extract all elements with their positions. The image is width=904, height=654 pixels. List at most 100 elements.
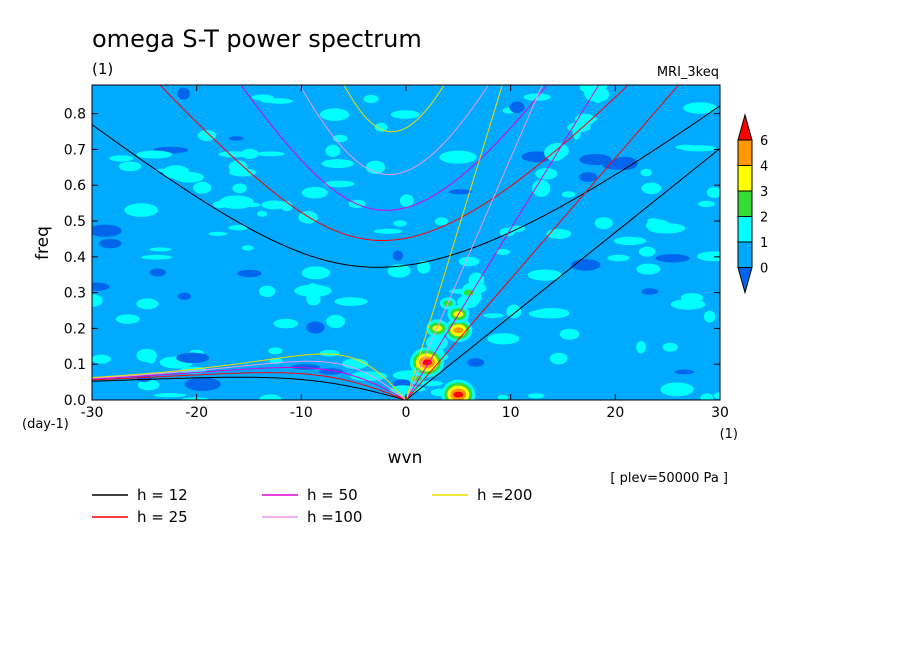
noise-blob [487,333,520,345]
colorbar-label: 0 [760,262,768,277]
noise-blob [321,159,354,169]
noise-blob [184,377,221,392]
noise-blob [268,347,283,355]
noise-blob [261,200,287,210]
noise-blob [662,342,678,352]
y-unit-label: (day-1) [22,417,69,432]
colorbar-label: 3 [760,185,768,200]
noise-blob [257,210,268,217]
noise-blob [439,150,477,164]
noise-blob [241,148,259,159]
noise-blob [218,151,248,158]
noise-blob [638,246,656,257]
noise-blob [698,200,715,208]
noise-blob [645,219,671,232]
chart-title: omega S-T power spectrum [92,25,422,53]
noise-blob [579,172,598,182]
colorbar-label: 6 [760,134,768,149]
x-axis-label: wvn [388,448,423,468]
noise-blob [193,181,212,194]
y-tick-label: 0.6 [64,178,86,194]
legend-label: h = 25 [137,508,188,526]
kelvin-curve-h50 [405,85,600,400]
noise-blob [660,382,694,397]
noise-blob [458,256,480,267]
noise-blob [228,168,257,177]
hotspot-contours [408,275,485,400]
legend-label: h =200 [477,486,532,504]
colorbar-segment [737,139,753,166]
noise-blob [109,155,134,162]
noise-blob [527,393,545,399]
noise-blob [273,318,299,329]
noise-blob [613,236,647,245]
band-blob [640,2,662,8]
noise-blob [641,288,659,295]
noise-blob [246,202,261,207]
noise-blob [393,220,407,227]
noise-blob [325,144,341,157]
noise-blob [115,314,140,324]
band-blob [575,115,598,123]
x-tick-label: 30 [711,405,729,421]
noise-blob [163,165,190,179]
noise-blob [118,161,142,172]
colorbar-label: 4 [760,160,768,175]
colorbar-segment [737,190,753,217]
y-tick-label: 0.0 [64,393,86,409]
hotspot-contour [411,375,422,382]
y-tick-label: 0.8 [64,107,86,123]
y-tick-label: 0.2 [64,321,86,337]
noise-blob [434,217,449,226]
noise-blob [703,310,716,323]
band-blob [499,227,515,237]
noise-blob [92,224,122,237]
colorbar-segment [737,165,753,192]
noise-blob [392,250,403,261]
noise-blob [390,110,420,119]
noise-blob [373,228,403,234]
colorbar-segment [737,216,753,243]
noise-blob [363,94,379,104]
noise-blob [417,260,431,274]
band-blob [495,248,511,255]
noise-blob [342,358,369,369]
dispersion-curves [92,85,720,400]
noise-blob [527,269,562,281]
kelvin-curve-h200 [405,85,503,400]
noise-blob [700,393,714,400]
noise-blob [197,130,217,141]
noise-blob [640,168,652,177]
y-tick-label: 0.1 [64,357,86,373]
inertia-gravity-curve-h50 [240,85,548,211]
x-tick-label: 20 [606,405,624,421]
chart-subtitle-right: MRI_3keq [657,65,719,80]
noise-blob [306,321,325,334]
band-blob [633,20,649,29]
kelvin-curve-h25 [405,85,680,400]
noise-blob [251,94,274,101]
plot-area [92,2,720,400]
noise-blob [483,313,504,318]
band-blob [535,168,558,180]
noise-blob [141,254,173,260]
noise-blob [594,217,613,230]
band-blob [608,55,620,67]
x-axis-ticks: -30 -20 -10 0 10 20 30 [81,85,729,421]
band-blob [632,22,651,36]
y-axis-ticks: 0.0 0.1 0.2 0.3 0.4 0.5 0.6 0.7 0.8 [64,107,720,409]
noise-blob [674,369,695,375]
y-tick-label: 0.7 [64,142,86,158]
x-tick-label: 0 [402,405,411,421]
hotspot-contour [463,289,474,296]
rossby-curve-h100 [92,360,407,400]
noise-blob [579,154,612,165]
noise-blob [301,266,331,280]
noise-blob [228,224,248,231]
inertia-gravity-curve-h100 [299,85,489,176]
x-tick-label: 10 [502,405,520,421]
noise-blob [636,263,661,275]
x-tick-label: -20 [185,405,208,421]
noise-blob [334,297,368,306]
